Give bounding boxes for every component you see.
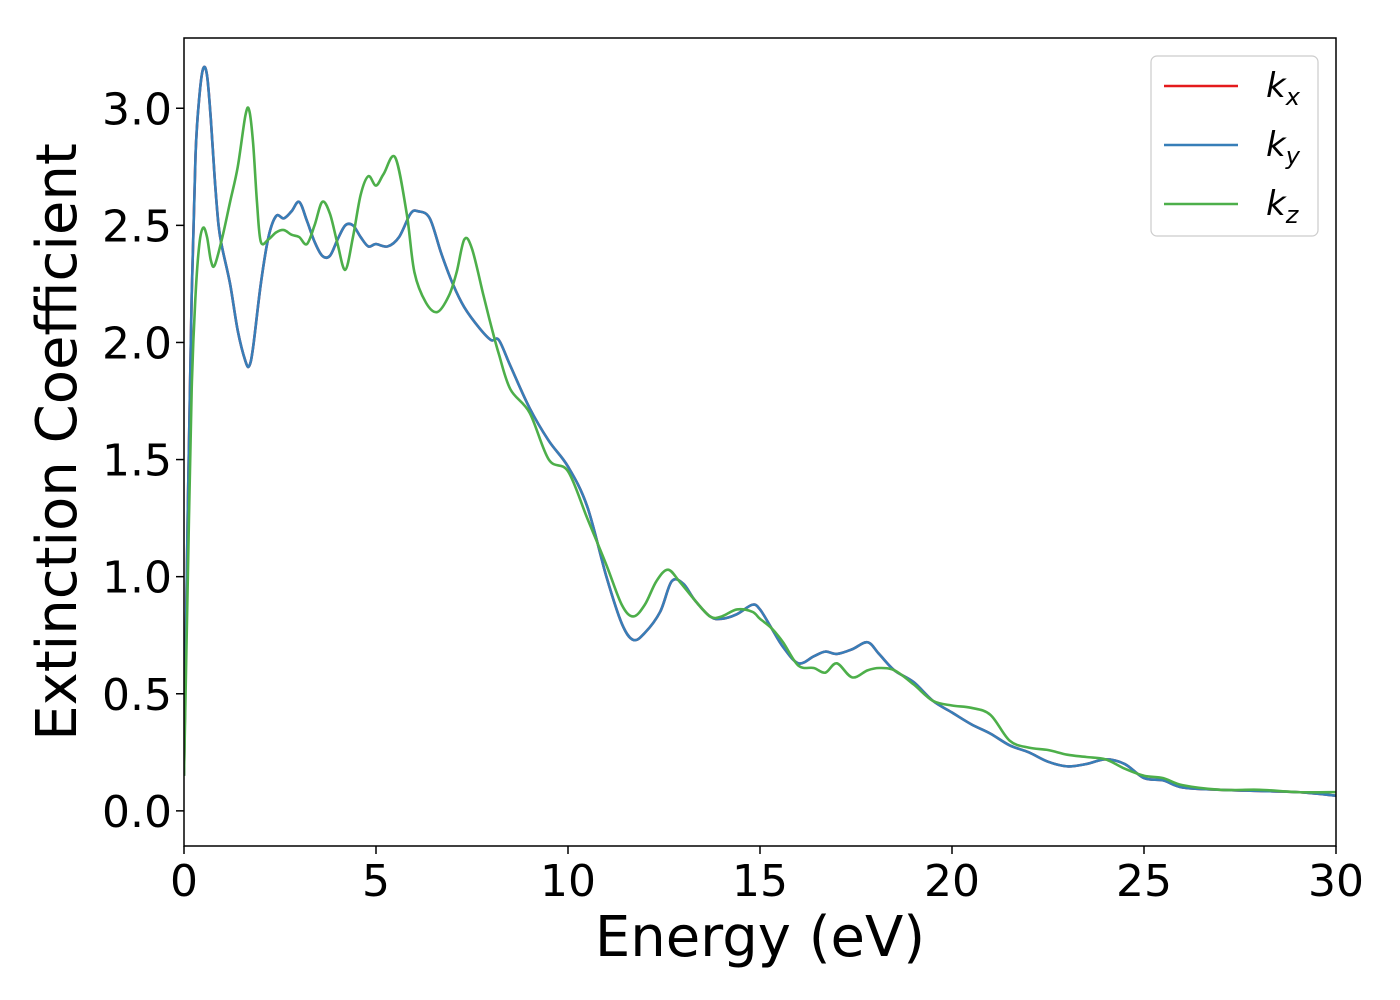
x-tick-label: 10: [540, 856, 596, 907]
x-axis-label: Energy (eV): [595, 905, 925, 970]
legend-label-x: kx: [1266, 66, 1301, 111]
y-tick-label: 0.0: [102, 787, 172, 838]
y-tick-label: 2.0: [102, 318, 172, 369]
y-axis-label: Extinction Coefficient: [25, 143, 90, 741]
x-tick-label: 5: [362, 856, 390, 907]
series-line-y: [184, 65, 1336, 797]
x-tick-label: 30: [1308, 856, 1364, 907]
y-tick-label: 1.0: [102, 553, 172, 604]
x-tick-label: 0: [170, 856, 198, 907]
plot-area: [184, 65, 1336, 797]
y-tick-label: 0.5: [102, 670, 172, 721]
legend: kx ky kz: [1150, 55, 1319, 237]
y-tick-label: 3.0: [102, 84, 172, 135]
x-tick-label: 25: [1116, 856, 1172, 907]
series-line-z: [184, 106, 1336, 794]
y-tick-label: 1.5: [102, 436, 172, 487]
y-tick-label: 2.5: [102, 201, 172, 252]
legend-label-y: ky: [1266, 125, 1301, 170]
legend-label-z: kz: [1266, 184, 1300, 229]
x-tick-label: 20: [924, 856, 980, 907]
plot-frame: [183, 37, 1337, 847]
y-axis-ticks: 0.0 0.5 1.0 1.5 2.0 2.5 3.0: [102, 84, 184, 838]
x-axis-ticks: 0 5 10 15 20 25 30: [170, 846, 1364, 907]
x-tick-label: 15: [732, 856, 788, 907]
